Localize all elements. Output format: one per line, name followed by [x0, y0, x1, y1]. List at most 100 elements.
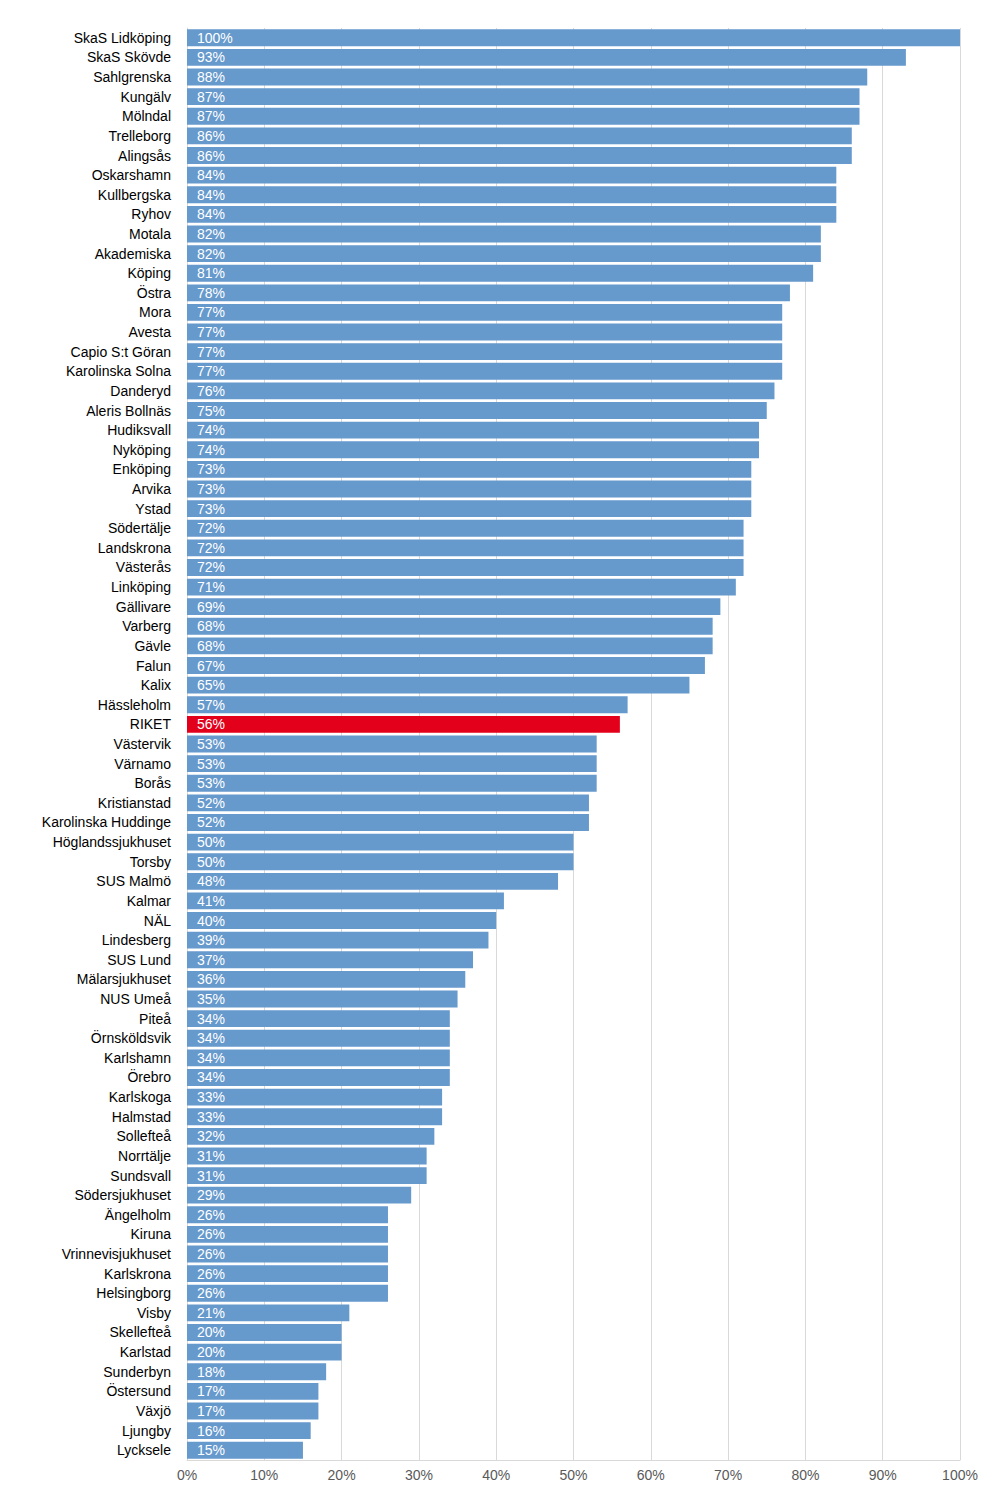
svg-text:Höglandssjukhuset: Höglandssjukhuset [53, 834, 171, 850]
svg-text:34%: 34% [197, 1069, 225, 1085]
svg-text:Kungälv: Kungälv [120, 89, 171, 105]
svg-text:Lycksele: Lycksele [117, 1442, 171, 1458]
svg-text:60%: 60% [637, 1467, 665, 1483]
svg-text:SUS Lund: SUS Lund [107, 952, 171, 968]
svg-text:73%: 73% [197, 501, 225, 517]
svg-text:90%: 90% [869, 1467, 897, 1483]
svg-text:81%: 81% [197, 265, 225, 281]
svg-text:0%: 0% [177, 1467, 197, 1483]
svg-text:84%: 84% [197, 167, 225, 183]
svg-text:Hässleholm: Hässleholm [98, 697, 171, 713]
svg-text:Kalix: Kalix [141, 677, 171, 693]
svg-text:74%: 74% [197, 422, 225, 438]
svg-text:73%: 73% [197, 461, 225, 477]
svg-text:SkaS Skövde: SkaS Skövde [87, 49, 171, 65]
svg-text:34%: 34% [197, 1011, 225, 1027]
svg-text:Karolinska Solna: Karolinska Solna [66, 363, 171, 379]
svg-text:37%: 37% [197, 952, 225, 968]
svg-text:80%: 80% [791, 1467, 819, 1483]
svg-text:Piteå: Piteå [139, 1011, 171, 1027]
svg-text:Danderyd: Danderyd [110, 383, 171, 399]
svg-text:34%: 34% [197, 1050, 225, 1066]
svg-text:77%: 77% [197, 324, 225, 340]
svg-text:67%: 67% [197, 658, 225, 674]
svg-text:50%: 50% [197, 834, 225, 850]
svg-text:57%: 57% [197, 697, 225, 713]
svg-text:77%: 77% [197, 344, 225, 360]
svg-text:Vrinnevisjukhuset: Vrinnevisjukhuset [62, 1246, 171, 1262]
svg-text:Ystad: Ystad [135, 501, 171, 517]
svg-text:10%: 10% [250, 1467, 278, 1483]
svg-text:Västerås: Västerås [116, 559, 171, 575]
svg-text:Sunderbyn: Sunderbyn [103, 1364, 171, 1380]
svg-text:30%: 30% [405, 1467, 433, 1483]
svg-text:Mälarsjukhuset: Mälarsjukhuset [77, 971, 171, 987]
svg-text:Kristianstad: Kristianstad [98, 795, 171, 811]
svg-text:52%: 52% [197, 795, 225, 811]
svg-text:73%: 73% [197, 481, 225, 497]
svg-text:70%: 70% [714, 1467, 742, 1483]
svg-text:20%: 20% [197, 1324, 225, 1340]
svg-text:17%: 17% [197, 1403, 225, 1419]
svg-text:86%: 86% [197, 148, 225, 164]
svg-text:74%: 74% [197, 442, 225, 458]
svg-text:77%: 77% [197, 304, 225, 320]
svg-text:Ängelholm: Ängelholm [105, 1207, 171, 1223]
svg-text:26%: 26% [197, 1246, 225, 1262]
svg-text:Ryhov: Ryhov [131, 206, 171, 222]
svg-text:NUS Umeå: NUS Umeå [100, 991, 171, 1007]
svg-text:68%: 68% [197, 638, 225, 654]
svg-text:Oskarshamn: Oskarshamn [92, 167, 171, 183]
svg-text:39%: 39% [197, 932, 225, 948]
svg-text:Gällivare: Gällivare [116, 599, 171, 615]
svg-text:Nyköping: Nyköping [113, 442, 171, 458]
svg-text:Växjö: Växjö [136, 1403, 171, 1419]
svg-text:Lindesberg: Lindesberg [102, 932, 171, 948]
svg-text:82%: 82% [197, 246, 225, 262]
svg-text:Västervik: Västervik [113, 736, 172, 752]
svg-text:Arvika: Arvika [132, 481, 171, 497]
svg-text:72%: 72% [197, 559, 225, 575]
svg-text:78%: 78% [197, 285, 225, 301]
svg-text:RIKET: RIKET [130, 716, 172, 732]
svg-text:31%: 31% [197, 1148, 225, 1164]
svg-text:Torsby: Torsby [130, 854, 171, 870]
svg-text:33%: 33% [197, 1089, 225, 1105]
svg-text:Skellefteå: Skellefteå [110, 1324, 172, 1340]
svg-text:84%: 84% [197, 187, 225, 203]
svg-text:69%: 69% [197, 599, 225, 615]
svg-text:Södertälje: Södertälje [108, 520, 171, 536]
svg-text:71%: 71% [197, 579, 225, 595]
svg-text:NÄL: NÄL [144, 913, 171, 929]
svg-text:77%: 77% [197, 363, 225, 379]
svg-text:53%: 53% [197, 775, 225, 791]
svg-text:26%: 26% [197, 1285, 225, 1301]
svg-text:Aleris Bollnäs: Aleris Bollnäs [86, 403, 171, 419]
svg-text:93%: 93% [197, 49, 225, 65]
svg-text:31%: 31% [197, 1168, 225, 1184]
svg-text:Mora: Mora [139, 304, 171, 320]
svg-text:Norrtälje: Norrtälje [118, 1148, 171, 1164]
svg-text:50%: 50% [197, 854, 225, 870]
svg-text:Landskrona: Landskrona [98, 540, 171, 556]
svg-text:Värnamo: Värnamo [114, 756, 171, 772]
svg-text:Södersjukhuset: Södersjukhuset [74, 1187, 171, 1203]
svg-text:Linköping: Linköping [111, 579, 171, 595]
svg-text:76%: 76% [197, 383, 225, 399]
svg-text:Helsingborg: Helsingborg [96, 1285, 171, 1301]
svg-text:Mölndal: Mölndal [122, 108, 171, 124]
svg-text:Karlskrona: Karlskrona [104, 1266, 171, 1282]
svg-text:16%: 16% [197, 1423, 225, 1439]
svg-text:40%: 40% [197, 913, 225, 929]
svg-text:100%: 100% [942, 1467, 978, 1483]
svg-text:53%: 53% [197, 736, 225, 752]
svg-text:56%: 56% [197, 716, 225, 732]
svg-text:Motala: Motala [129, 226, 171, 242]
svg-text:17%: 17% [197, 1383, 225, 1399]
svg-text:26%: 26% [197, 1207, 225, 1223]
svg-text:87%: 87% [197, 108, 225, 124]
svg-text:Visby: Visby [137, 1305, 171, 1321]
svg-text:Ljungby: Ljungby [122, 1423, 171, 1439]
svg-text:29%: 29% [197, 1187, 225, 1203]
svg-text:Örnsköldsvik: Örnsköldsvik [91, 1029, 172, 1046]
